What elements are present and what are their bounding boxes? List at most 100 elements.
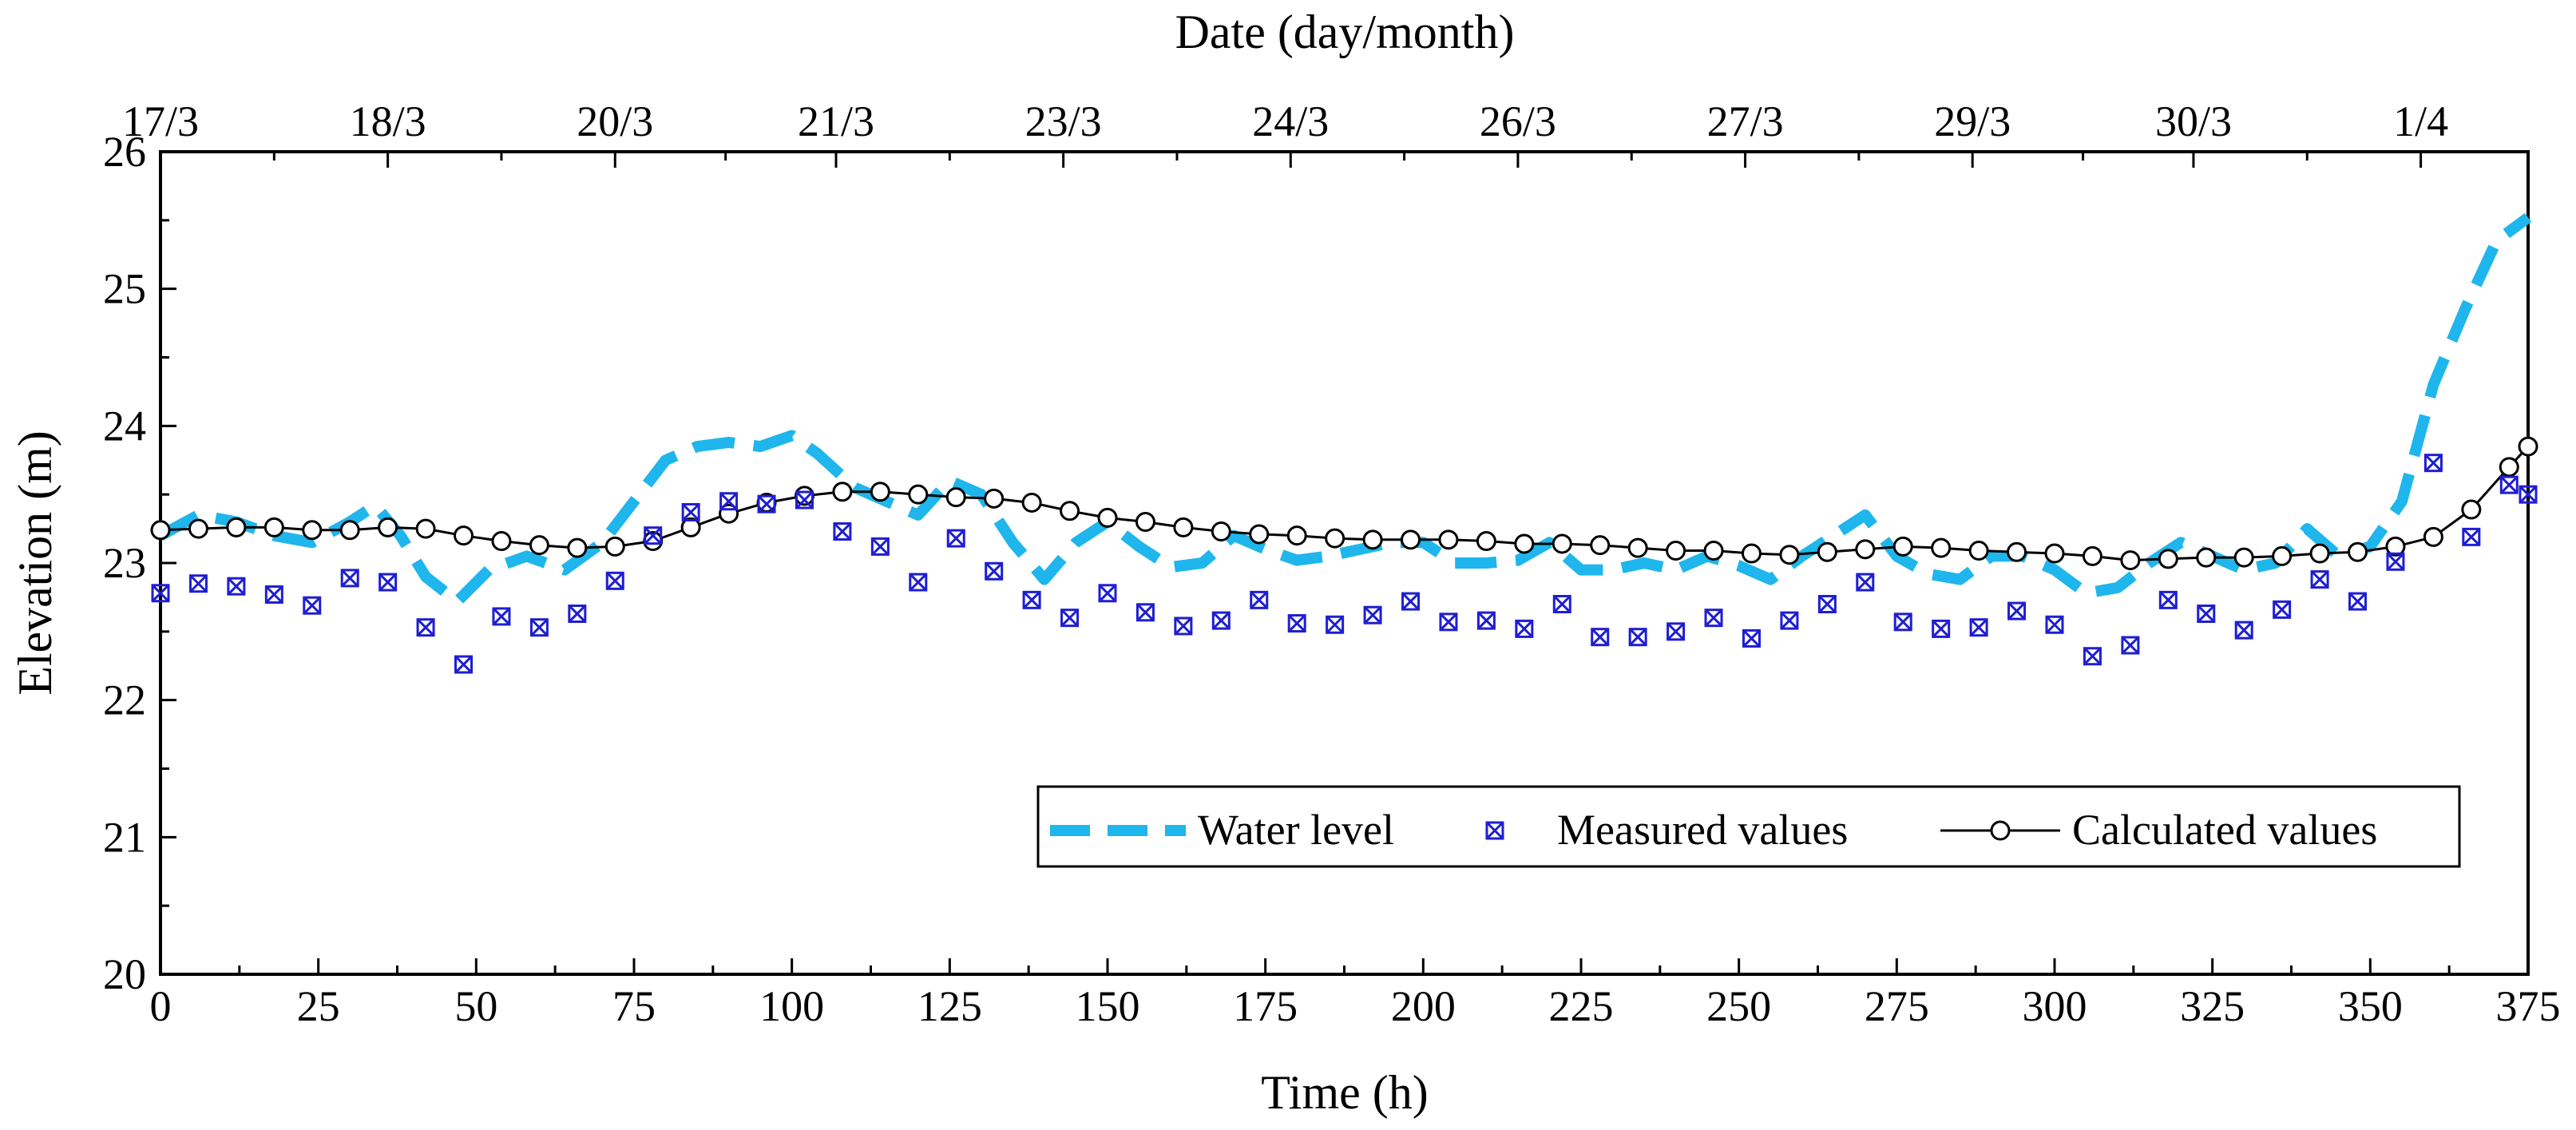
calculated-value-point	[1779, 545, 1800, 565]
measured-value-point	[264, 585, 283, 604]
calculated-value-point	[567, 537, 588, 558]
measured-value-point	[378, 573, 398, 592]
calculated-value-point	[529, 535, 549, 556]
calculated-value-point	[1817, 541, 1837, 562]
calculated-value-point	[945, 487, 966, 508]
calculated-value-point	[1741, 543, 1762, 564]
measured-value-point	[1552, 595, 1571, 613]
x-tick-label: 125	[917, 982, 982, 1030]
x-tick-label: 0	[150, 982, 172, 1030]
measured-value-point	[454, 655, 474, 674]
calculated-value-point	[1211, 521, 1231, 542]
calculated-value-point	[150, 520, 171, 541]
measured-value-point	[2158, 590, 2178, 609]
measured-value-point	[2007, 601, 2027, 621]
calculated-value-point	[1286, 525, 1307, 546]
calculated-value-point	[1514, 533, 1535, 554]
top-tick-label: 26/3	[1480, 97, 1556, 145]
calculated-value-point	[2044, 543, 2065, 564]
legend-box	[1036, 785, 2461, 868]
calculated-value-point	[1855, 539, 1876, 560]
measured-value-point	[946, 529, 965, 548]
measured-value-point	[568, 605, 587, 624]
measured-value-point	[1250, 590, 1269, 609]
measured-value-point	[2519, 485, 2538, 504]
calculated-value-point	[2499, 457, 2519, 478]
calculated-value-point	[604, 536, 625, 557]
measured-value-point	[1969, 618, 1988, 637]
measured-value-point	[2462, 527, 2481, 546]
calculated-value-point	[1666, 541, 1686, 561]
legend-water-level-label: Water level	[1198, 806, 1394, 854]
measured-value-point	[1476, 611, 1496, 630]
x-tick-label: 25	[297, 982, 340, 1030]
measured-value-point	[1363, 605, 1382, 624]
measured-value-point	[2348, 592, 2368, 611]
x-tick-label: 275	[1865, 982, 1929, 1030]
measured-value-point	[1098, 584, 1117, 603]
series-water-level	[157, 212, 2532, 608]
x-tick-label: 150	[1076, 982, 1140, 1030]
x-tick-label: 175	[1233, 982, 1298, 1030]
calculated-value-point	[1097, 507, 1118, 528]
x-tick-label: 100	[759, 982, 824, 1030]
calculated-value-point	[1401, 529, 1421, 550]
top-tick-label: 18/3	[350, 97, 426, 145]
top-tick-label: 1/4	[2393, 97, 2448, 145]
x-tick-label: 225	[1549, 982, 1614, 1030]
calculated-value-point	[2120, 550, 2141, 571]
calculated-values-line	[160, 446, 2530, 562]
calculated-value-point	[2461, 499, 2482, 520]
calculated-value-point	[1476, 531, 1496, 552]
calculated-value-point	[832, 482, 853, 502]
measured-value-point	[416, 618, 435, 637]
measured-value-point	[1628, 628, 1647, 647]
y-axis-title: Elevation (m)	[9, 430, 61, 696]
calculated-value-point	[1060, 501, 1080, 521]
calculated-value-point	[2518, 436, 2538, 457]
measured-value-point	[1817, 595, 1837, 613]
measured-value-point	[985, 561, 1004, 581]
x-tick-label: 75	[612, 982, 656, 1030]
calculated-value-point	[2082, 545, 2102, 566]
calculated-value-point	[1325, 528, 1345, 549]
y-tick-label: 22	[103, 676, 146, 724]
calculated-value-point	[2423, 526, 2443, 547]
y-tick-labels: 20 21 22 23 24 25 26	[103, 128, 146, 998]
measured-value-point	[2273, 600, 2292, 619]
top-tick-label: 17/3	[122, 97, 199, 145]
measured-value-point	[1060, 609, 1080, 628]
measured-value-point	[2121, 636, 2140, 655]
top-tick-label: 30/3	[2155, 97, 2232, 145]
measured-value-point	[644, 526, 663, 545]
calculated-value-point	[908, 484, 929, 505]
legend-measured-values-swatch	[1485, 821, 1504, 840]
measured-value-point	[188, 574, 208, 593]
top-tick-label: 20/3	[577, 97, 653, 145]
legend-measured-values-label: Measured values	[1557, 806, 1848, 854]
series-measured-values	[151, 454, 2538, 674]
measured-value-point	[303, 596, 322, 615]
x-tick-label: 350	[2338, 982, 2403, 1030]
calculated-value-point	[2196, 547, 2217, 568]
measured-value-point	[1780, 611, 1799, 630]
calculated-value-point	[870, 482, 890, 502]
calculated-value-point	[2309, 543, 2330, 564]
measured-value-point	[1893, 613, 1912, 632]
measured-value-point	[1326, 615, 1345, 634]
x-tick-label: 325	[2180, 982, 2245, 1030]
measured-value-point	[719, 492, 739, 511]
calculated-value-point	[1892, 536, 1913, 557]
calculated-value-point	[794, 486, 814, 506]
measured-value-point	[833, 522, 852, 541]
measured-value-point	[2083, 647, 2102, 666]
axis-ticks	[159, 150, 2530, 976]
top-date-tick-labels: 17/3 18/3 20/3 21/3 23/3 24/3 26/3 27/3 29/3 30/3…	[122, 97, 2448, 145]
measured-value-point	[757, 494, 776, 513]
y-tick-label: 21	[103, 813, 146, 861]
x-tick-labels: 0 25 50 75 100 125 150 175 200 225 250 275 300 325 350…	[150, 982, 2561, 1030]
measured-value-point	[1515, 619, 1534, 638]
calculated-value-point	[226, 517, 247, 537]
calculated-value-point	[2272, 545, 2293, 566]
